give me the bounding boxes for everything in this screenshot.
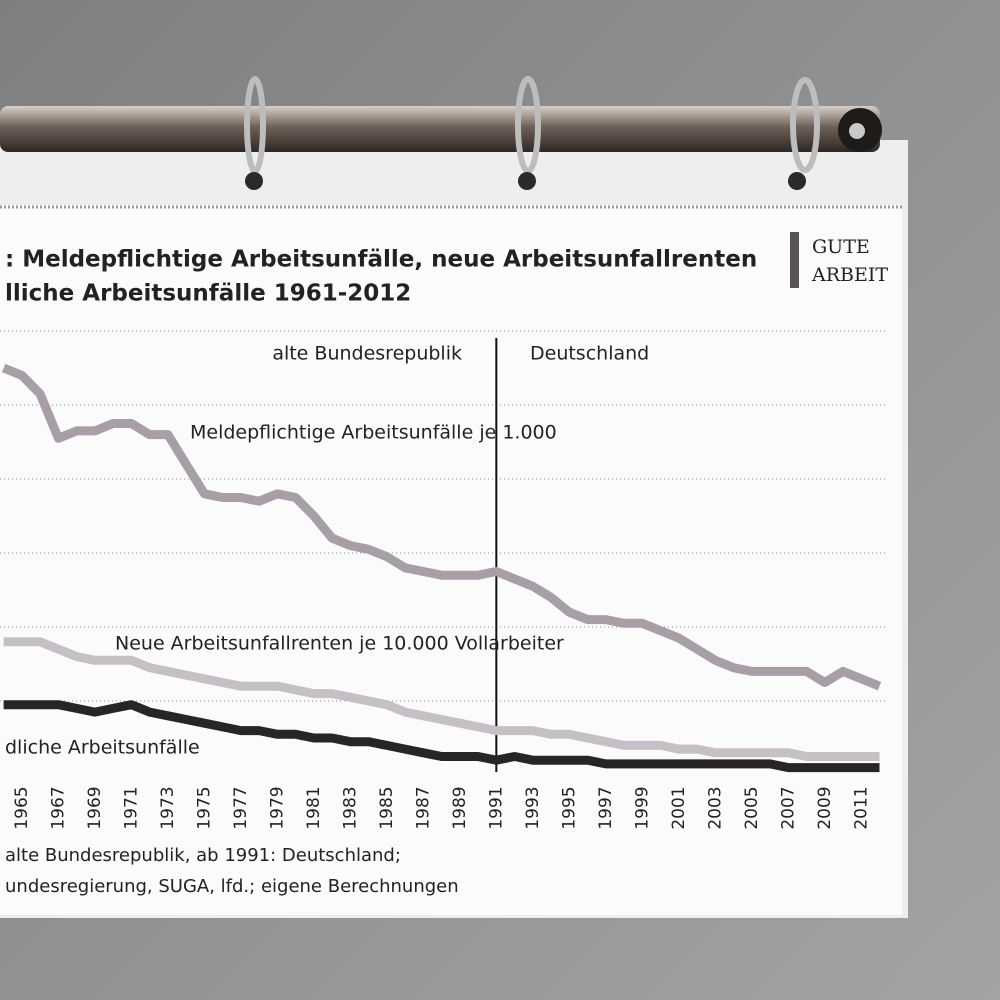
x-tick-label: 1999 [632, 786, 652, 829]
binder-bar [0, 106, 880, 152]
x-tick-label: 1983 [340, 786, 360, 829]
title: lliche Arbeitsunfälle 1961-2012 [5, 281, 411, 307]
logo: ARBEIT [811, 264, 888, 286]
region-label: alte Bundesrepublik [272, 343, 462, 365]
x-tick-label: 1977 [231, 786, 251, 829]
series-label: Neue Arbeitsunfallrenten je 10.000 Volla… [115, 633, 564, 655]
x-tick-label: 2007 [778, 786, 798, 829]
title: : Meldepflichtige Arbeitsunfälle, neue A… [5, 247, 757, 273]
note: undesregierung, SUGA, lfd.; eigene Berec… [5, 876, 459, 897]
series-line [1, 363, 882, 691]
x-tick-label: 1997 [596, 786, 616, 829]
x-tick-label: 1979 [267, 786, 287, 829]
rings [244, 76, 820, 174]
region-label: Deutschland [530, 343, 649, 365]
punch-holes [245, 172, 806, 190]
logo: GUTE [812, 236, 870, 258]
x-tick-label: 1991 [486, 786, 506, 829]
x-tick-label: 1973 [158, 786, 178, 829]
series-line [3, 700, 880, 773]
x-tick-label: 1985 [377, 786, 397, 829]
x-tick-label: 2003 [705, 786, 725, 829]
paper [0, 205, 902, 915]
series-label: Meldepflichtige Arbeitsunfälle je 1.000 [190, 422, 557, 444]
x-tick-label: 1971 [121, 786, 141, 829]
x-tick-label: 1993 [523, 786, 543, 829]
x-tick-label: 1987 [413, 786, 433, 829]
x-tick-label: 1981 [304, 786, 324, 829]
rivet [849, 123, 865, 139]
x-tick-label: 1969 [85, 786, 105, 829]
x-tick-label: 2009 [815, 786, 835, 829]
x-tick-label: 1965 [12, 786, 32, 829]
x-tick-label: 1995 [559, 786, 579, 829]
note: alte Bundesrepublik, ab 1991: Deutschlan… [5, 845, 401, 866]
x-tick-label: 1975 [194, 786, 214, 829]
x-tick-label: 2011 [851, 786, 871, 829]
x-tick-label: 2001 [669, 786, 689, 829]
x-tick-label: 1989 [450, 786, 470, 829]
logo-bar [790, 232, 799, 288]
x-tick-label: 1967 [48, 786, 68, 829]
x-tick-label: 2005 [742, 786, 762, 829]
series-line [3, 637, 880, 761]
series-label: dliche Arbeitsunfälle [5, 737, 200, 759]
